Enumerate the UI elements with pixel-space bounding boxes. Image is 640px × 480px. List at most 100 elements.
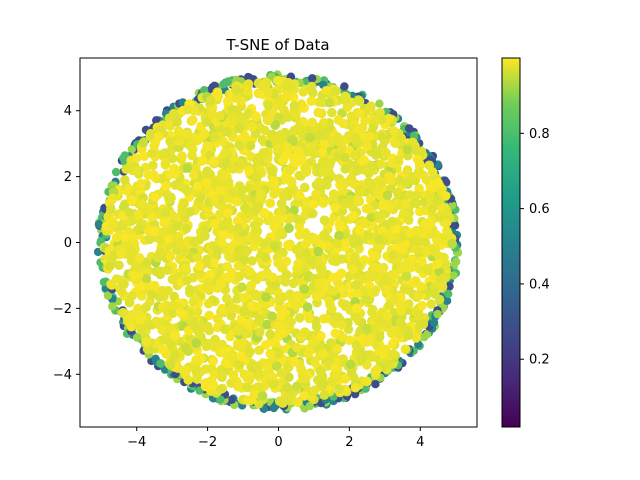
data-point	[359, 155, 369, 165]
x-tick-label: 0	[274, 435, 282, 450]
data-point	[181, 365, 192, 376]
data-point	[276, 310, 286, 321]
data-point	[239, 292, 249, 303]
data-point	[142, 204, 153, 215]
data-point	[296, 364, 306, 375]
data-point	[247, 121, 257, 132]
data-point	[433, 177, 443, 188]
data-point	[187, 150, 197, 161]
data-point	[401, 271, 412, 282]
data-point	[299, 374, 310, 384]
data-point	[424, 160, 435, 171]
data-point	[374, 346, 385, 357]
data-point	[357, 274, 367, 285]
data-point	[180, 246, 190, 257]
data-point	[351, 340, 362, 351]
data-point	[362, 337, 373, 347]
data-point	[420, 247, 431, 258]
data-point	[168, 307, 178, 318]
data-point	[250, 289, 261, 300]
data-point	[388, 349, 399, 359]
data-point	[369, 287, 380, 297]
data-point	[208, 356, 219, 366]
data-point	[320, 139, 330, 149]
data-point	[181, 223, 192, 234]
data-point	[202, 117, 212, 127]
data-point	[390, 294, 400, 304]
data-point	[141, 273, 152, 284]
data-point	[294, 313, 305, 323]
data-point	[348, 211, 359, 221]
data-point	[215, 384, 226, 395]
data-point	[94, 220, 104, 229]
data-point	[302, 302, 313, 312]
data-point	[414, 311, 424, 322]
data-point	[254, 327, 265, 338]
data-point	[255, 188, 265, 199]
data-point	[299, 284, 310, 295]
data-point	[282, 382, 293, 393]
data-point	[136, 291, 147, 301]
data-point	[224, 251, 234, 262]
data-point	[362, 141, 373, 152]
data-point	[308, 74, 317, 83]
data-point	[244, 375, 255, 385]
data-point	[133, 209, 144, 220]
data-point	[222, 293, 232, 304]
data-point	[318, 378, 329, 389]
data-point	[127, 291, 137, 301]
data-point	[135, 221, 146, 232]
data-point	[299, 391, 309, 401]
data-point	[403, 215, 414, 225]
data-point	[270, 120, 281, 130]
data-point	[233, 223, 244, 233]
data-point	[195, 192, 206, 203]
data-point	[270, 241, 281, 251]
data-point	[237, 236, 248, 247]
data-point	[209, 195, 220, 205]
data-point	[294, 170, 305, 181]
data-point	[150, 192, 160, 202]
data-point	[244, 72, 253, 82]
x-tick-label: 2	[345, 435, 353, 450]
data-point	[217, 221, 228, 231]
data-point	[136, 178, 146, 189]
data-point	[318, 198, 329, 208]
data-point	[414, 168, 425, 178]
data-point	[411, 333, 422, 343]
data-point	[287, 178, 297, 188]
data-point	[362, 323, 372, 334]
data-point	[200, 231, 210, 241]
data-point	[283, 240, 293, 250]
data-point	[362, 376, 372, 387]
data-point	[260, 125, 270, 136]
data-point	[244, 183, 254, 193]
data-point	[355, 108, 365, 119]
data-point	[352, 288, 363, 299]
data-point	[217, 303, 228, 314]
data-point	[175, 238, 186, 248]
data-point	[134, 252, 145, 263]
data-point	[324, 97, 335, 108]
data-point	[352, 313, 363, 324]
data-point	[325, 299, 335, 310]
data-point	[410, 197, 420, 208]
data-point	[226, 311, 236, 321]
data-point	[370, 116, 381, 127]
data-point	[146, 211, 157, 222]
data-point	[367, 304, 378, 315]
data-point	[316, 367, 327, 377]
data-point	[267, 272, 278, 283]
data-point	[375, 99, 384, 108]
data-point	[135, 314, 146, 325]
data-point	[275, 130, 286, 140]
data-point	[104, 261, 115, 272]
data-point	[127, 145, 136, 154]
data-point	[363, 230, 374, 240]
data-point	[228, 370, 239, 380]
data-point	[274, 396, 285, 407]
data-point	[99, 277, 109, 287]
colorbar-frame	[501, 57, 521, 428]
data-point	[242, 382, 253, 393]
data-point	[375, 159, 386, 169]
